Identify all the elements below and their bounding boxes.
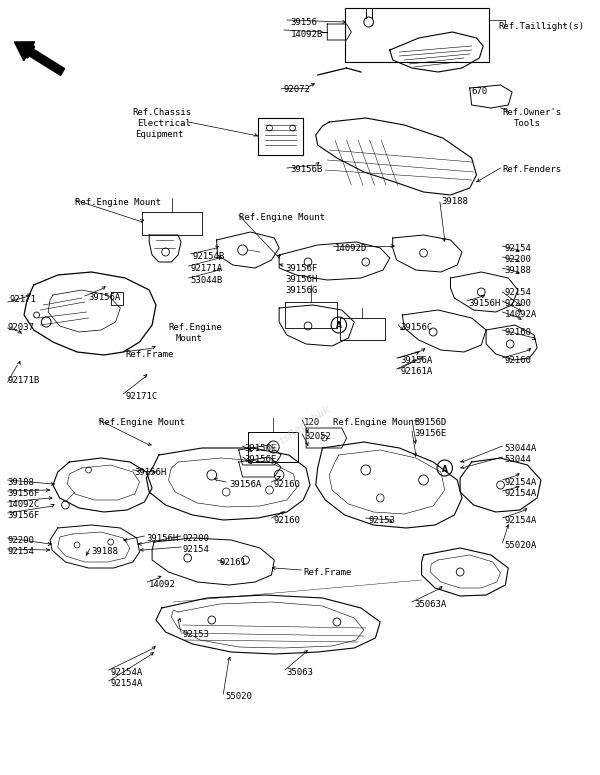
Text: 35063: 35063 [287, 668, 314, 677]
Text: Tools: Tools [514, 119, 541, 128]
Text: 55020A: 55020A [505, 541, 536, 550]
Text: Ref.Frame: Ref.Frame [303, 568, 352, 577]
Text: 92154A: 92154A [505, 478, 536, 487]
Text: Ref.Chassis: Ref.Chassis [133, 108, 192, 117]
Text: 92154: 92154 [183, 545, 210, 554]
Text: 92160: 92160 [274, 516, 300, 525]
Text: 92154A: 92154A [110, 679, 143, 688]
Text: 39156F: 39156F [285, 264, 317, 273]
Text: Equipment: Equipment [135, 130, 183, 139]
Text: PartsRepublik: PartsRepublik [264, 404, 333, 456]
Text: 92200: 92200 [183, 534, 210, 543]
Text: 39156A: 39156A [229, 480, 262, 489]
Text: A: A [336, 322, 342, 330]
Text: Electrical: Electrical [137, 119, 190, 128]
Text: 92161: 92161 [220, 558, 247, 567]
Text: 92171B: 92171B [8, 376, 40, 385]
Text: Ref.Taillight(s): Ref.Taillight(s) [499, 22, 584, 31]
Text: 92154A: 92154A [110, 668, 143, 677]
Text: 39188: 39188 [8, 478, 35, 487]
Text: 92154: 92154 [505, 288, 531, 297]
Text: 39156F: 39156F [8, 511, 40, 520]
Text: 53044A: 53044A [505, 444, 536, 453]
Text: Ref.Engine Mount: Ref.Engine Mount [99, 418, 185, 427]
Text: A: A [442, 464, 448, 474]
Text: 32052: 32052 [304, 432, 331, 441]
Text: 92160: 92160 [274, 480, 300, 489]
Text: 39156: 39156 [291, 18, 317, 27]
Text: 92160: 92160 [505, 356, 531, 365]
Text: Ref.Engine Mount: Ref.Engine Mount [333, 418, 419, 427]
Text: Ref.Owner's: Ref.Owner's [502, 108, 562, 117]
Text: 39156H: 39156H [135, 468, 167, 477]
Text: Ref.Frame: Ref.Frame [125, 350, 173, 359]
Text: 92200: 92200 [505, 299, 531, 308]
Text: 92153: 92153 [368, 516, 395, 525]
Text: 92200: 92200 [8, 536, 35, 545]
Text: 92153: 92153 [183, 630, 210, 639]
Text: 670: 670 [472, 87, 488, 96]
Text: 35063A: 35063A [414, 600, 446, 609]
Text: 39156H: 39156H [469, 299, 501, 308]
Text: 39156E: 39156E [414, 429, 446, 438]
Text: 39188: 39188 [91, 547, 118, 556]
Text: 39156B: 39156B [291, 165, 323, 174]
Text: Ref.Engine Mount: Ref.Engine Mount [75, 198, 161, 207]
Text: 92171: 92171 [10, 295, 37, 304]
Text: 92160: 92160 [505, 328, 531, 337]
Text: 39156H: 39156H [285, 275, 317, 284]
Text: Ref.Engine: Ref.Engine [169, 323, 222, 332]
Text: 92154A: 92154A [505, 516, 536, 525]
Text: 14092D: 14092D [335, 244, 367, 253]
Text: 92161A: 92161A [400, 367, 433, 376]
Text: 39156A: 39156A [400, 356, 433, 365]
Text: 39156D: 39156D [414, 418, 446, 427]
Text: 55020: 55020 [225, 692, 252, 701]
Text: 39156A: 39156A [89, 293, 121, 302]
Text: 39156H: 39156H [146, 534, 179, 543]
Text: 14092C: 14092C [8, 500, 40, 509]
Text: 120: 120 [304, 418, 320, 427]
Text: 53044: 53044 [505, 455, 531, 464]
Text: 39156E: 39156E [244, 455, 277, 464]
Text: 14092: 14092 [149, 580, 176, 589]
Text: 39188: 39188 [505, 266, 531, 275]
Text: 53044B: 53044B [191, 276, 223, 285]
Text: 14092B: 14092B [291, 30, 323, 39]
Text: 92171A: 92171A [191, 264, 223, 273]
Text: Ref.Fenders: Ref.Fenders [502, 165, 562, 174]
Text: 92154: 92154 [505, 244, 531, 253]
Text: 92072: 92072 [284, 85, 311, 94]
FancyArrow shape [14, 42, 65, 75]
Text: 39156G: 39156G [285, 286, 317, 295]
Text: 92154A: 92154A [505, 489, 536, 498]
Text: 92200: 92200 [505, 255, 531, 264]
Text: 92171C: 92171C [125, 392, 157, 401]
Text: 14092A: 14092A [505, 310, 536, 319]
Text: 92154: 92154 [8, 547, 35, 556]
Text: 39156C: 39156C [400, 323, 433, 332]
Text: 39188: 39188 [442, 197, 469, 206]
Text: 39156E: 39156E [244, 444, 277, 453]
Text: 39156F: 39156F [8, 489, 40, 498]
Text: Mount: Mount [175, 334, 202, 343]
Text: Ref.Engine Mount: Ref.Engine Mount [239, 213, 325, 222]
Text: 92154B: 92154B [193, 252, 225, 261]
Text: 92037: 92037 [8, 323, 35, 332]
